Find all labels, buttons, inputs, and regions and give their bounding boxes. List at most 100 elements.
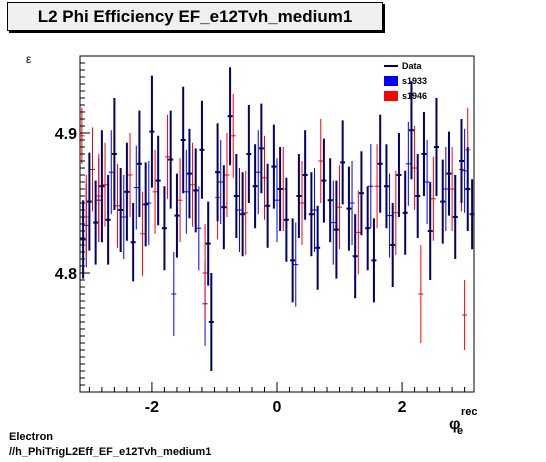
series-s1946-point-31: [462, 280, 468, 350]
x-tick-label: 2: [398, 399, 407, 416]
series-Data-point-19: [199, 100, 205, 199]
series-s1946-point-6: [127, 133, 133, 217]
x-axis-label: φ: [449, 416, 460, 433]
series-Data-point-35: [296, 154, 302, 238]
series-s1946-point-8: [152, 149, 158, 234]
series-Data-point-13: [161, 186, 167, 271]
series-s1933-point-16: [330, 180, 336, 265]
series-s1933-point-14: [293, 222, 299, 307]
series-Data-point-4: [105, 175, 111, 265]
series-Data-point-7: [124, 142, 130, 241]
series-Data-point-28: [252, 144, 258, 229]
series-Data-point-57: [433, 98, 439, 196]
series-Data-point-17: [186, 128, 192, 219]
x-axis-label-sup: rec: [461, 406, 478, 418]
series-Data-point-44: [352, 214, 358, 299]
series-s1946-point-12: [202, 224, 208, 322]
series-s1946-point-23: [374, 144, 380, 229]
series-s1933-point-11: [236, 168, 242, 252]
series-Data-point-6: [118, 168, 124, 252]
series-Data-point-21: [208, 273, 214, 371]
series-s1946-point-22: [355, 190, 361, 275]
series-s1933-point-13: [274, 158, 280, 243]
series-s1933-point-18: [368, 144, 374, 229]
series-s1946-point-19: [299, 161, 305, 245]
series-Data-point-54: [415, 154, 421, 238]
series-Data-point-39: [321, 138, 327, 223]
error-bars: [79, 67, 475, 371]
series-Data-point-24: [227, 67, 233, 166]
y-axis-label: ε: [26, 52, 32, 66]
series-s1946-point-10: [177, 158, 183, 243]
series-Data-point-47: [371, 218, 377, 303]
series-s1933-point-21: [424, 140, 430, 224]
series-Data-point-42: [340, 120, 346, 205]
x-tick-label: -2: [145, 399, 159, 416]
series-s1946-point-2: [90, 127, 96, 212]
series-s1933-point-8: [196, 186, 202, 271]
series-Data-point-32: [277, 147, 283, 231]
legend-entry-Data: Data: [384, 61, 423, 71]
series-Data-point-56: [427, 182, 433, 280]
series-Data-point-36: [302, 130, 308, 220]
series-Data-point-23: [221, 165, 227, 250]
series-Data-point-45: [358, 151, 364, 236]
series-s1933-point-15: [312, 168, 318, 252]
series-Data-point-60: [452, 175, 458, 259]
series-Data-point-63: [469, 179, 475, 250]
series-Data-point-3: [99, 130, 105, 243]
series-s1946-point-15: [230, 93, 236, 178]
footer-line-1: Electron: [9, 431, 54, 443]
series-s1946-point-14: [224, 133, 230, 217]
series-Data-point-52: [402, 170, 408, 255]
x-axis-label-sub: e: [457, 425, 463, 437]
series-Data-point-30: [265, 163, 271, 248]
series-Data-point-58: [440, 159, 446, 244]
series-Data-point-12: [155, 135, 161, 226]
series-s1946-point-4: [102, 142, 108, 227]
series-s1946-point-7: [140, 191, 146, 276]
series-s1946-point-11: [190, 142, 196, 227]
series-s1946-point-9: [165, 114, 171, 199]
series-s1933-point-23: [462, 128, 468, 213]
series-Data-point-26: [240, 172, 246, 257]
series-s1933-point-19: [387, 173, 393, 258]
series-Data-point-5: [111, 98, 117, 210]
series-s1933-point-17: [349, 161, 355, 245]
series-Data-point-48: [377, 114, 383, 213]
series-Data-point-41: [333, 180, 339, 279]
chart-title: L2 Phi Efficiency EF_e12Tvh_medium1: [37, 7, 353, 26]
series-Data-point-37: [308, 172, 314, 257]
series-Data-point-29: [258, 103, 264, 194]
series-Data-point-2: [93, 180, 99, 265]
legend-label: s1933: [402, 76, 427, 86]
series-Data-point-51: [396, 133, 402, 217]
series-Data-point-18: [193, 148, 199, 233]
legend-label: s1946: [402, 91, 427, 101]
series-Data-point-15: [174, 173, 180, 258]
series-Data-point-20: [205, 201, 211, 286]
series-s1946-point-27: [449, 147, 455, 231]
series-Data-point-33: [283, 177, 289, 262]
series-s1933-point-22: [443, 147, 449, 231]
series-s1933-point-20: [405, 121, 411, 206]
series-s1933-point-6: [171, 252, 177, 336]
series-Data-point-31: [271, 124, 277, 209]
x-tick-label: 0: [273, 399, 282, 416]
series-s1946-point-26: [430, 156, 436, 241]
series-Data-point-61: [458, 119, 464, 203]
series-s1933-point-12: [255, 130, 261, 215]
series-Data-point-11: [149, 75, 155, 188]
y-tick-label: 4.9: [55, 126, 77, 143]
series-Data-point-59: [446, 131, 452, 216]
series-Data-point-38: [315, 205, 321, 290]
legend-entry-s1933: s1933: [384, 76, 427, 86]
legend-label: Data: [402, 61, 423, 71]
series-Data-point-55: [421, 112, 427, 196]
series-s1946-point-20: [318, 119, 324, 203]
axis-ticks: [80, 62, 466, 392]
series-Data-point-43: [346, 166, 352, 251]
series-Data-point-0: [80, 200, 86, 279]
series-Data-point-27: [246, 105, 252, 203]
